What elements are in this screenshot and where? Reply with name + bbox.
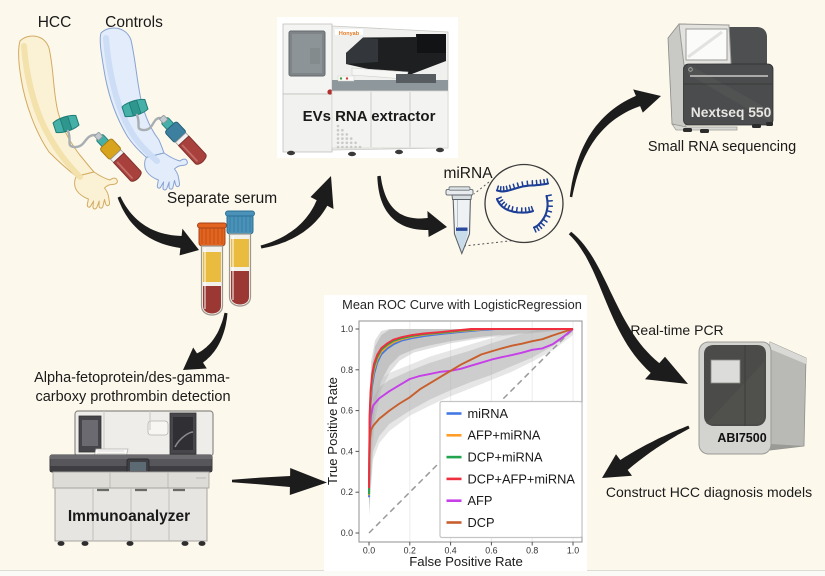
svg-text:carboxy prothrombin detection: carboxy prothrombin detection — [35, 389, 230, 405]
svg-text:DCP: DCP — [468, 515, 495, 530]
svg-text:AFP+miRNA: AFP+miRNA — [468, 428, 541, 443]
svg-text:0.2: 0.2 — [404, 546, 416, 556]
svg-text:EVs RNA extractor: EVs RNA extractor — [303, 108, 436, 125]
svg-text:Real-time PCR: Real-time PCR — [630, 322, 723, 338]
svg-text:True Positive Rate: True Positive Rate — [325, 377, 340, 485]
svg-text:DCP+AFP+miRNA: DCP+AFP+miRNA — [468, 471, 576, 486]
svg-text:Mean ROC Curve with LogisticRe: Mean ROC Curve with LogisticRegression — [342, 297, 582, 312]
svg-text:miRNA: miRNA — [443, 165, 493, 182]
svg-text:0.6: 0.6 — [485, 546, 497, 556]
svg-text:0.0: 0.0 — [363, 546, 375, 556]
svg-text:AFP: AFP — [468, 493, 493, 508]
svg-text:0.4: 0.4 — [444, 546, 456, 556]
svg-text:0.4: 0.4 — [341, 446, 353, 456]
svg-text:miRNA: miRNA — [468, 406, 509, 421]
svg-text:False Positive Rate: False Positive Rate — [409, 554, 523, 569]
svg-text:1.0: 1.0 — [341, 324, 353, 334]
svg-text:Alpha-fetoprotein/des-gamma-: Alpha-fetoprotein/des-gamma- — [34, 370, 230, 386]
svg-text:HCC: HCC — [38, 14, 72, 31]
svg-text:Small RNA sequencing: Small RNA sequencing — [648, 139, 796, 155]
svg-text:0.8: 0.8 — [341, 365, 353, 375]
svg-text:Construct HCC diagnosis models: Construct HCC diagnosis models — [606, 484, 812, 500]
svg-text:Immunoanalyzer: Immunoanalyzer — [68, 508, 190, 525]
svg-text:Nextseq 550: Nextseq 550 — [691, 105, 772, 120]
svg-text:0.6: 0.6 — [341, 406, 353, 416]
svg-text:ABI7500: ABI7500 — [717, 431, 766, 445]
svg-text:Separate serum: Separate serum — [167, 190, 277, 207]
svg-text:Controls: Controls — [105, 14, 163, 31]
svg-text:0.8: 0.8 — [526, 546, 538, 556]
svg-text:DCP+miRNA: DCP+miRNA — [468, 450, 543, 465]
svg-text:Honyab: Honyab — [339, 31, 360, 37]
svg-text:1.0: 1.0 — [567, 546, 579, 556]
svg-text:0.2: 0.2 — [341, 487, 353, 497]
svg-text:0.0: 0.0 — [341, 528, 353, 538]
